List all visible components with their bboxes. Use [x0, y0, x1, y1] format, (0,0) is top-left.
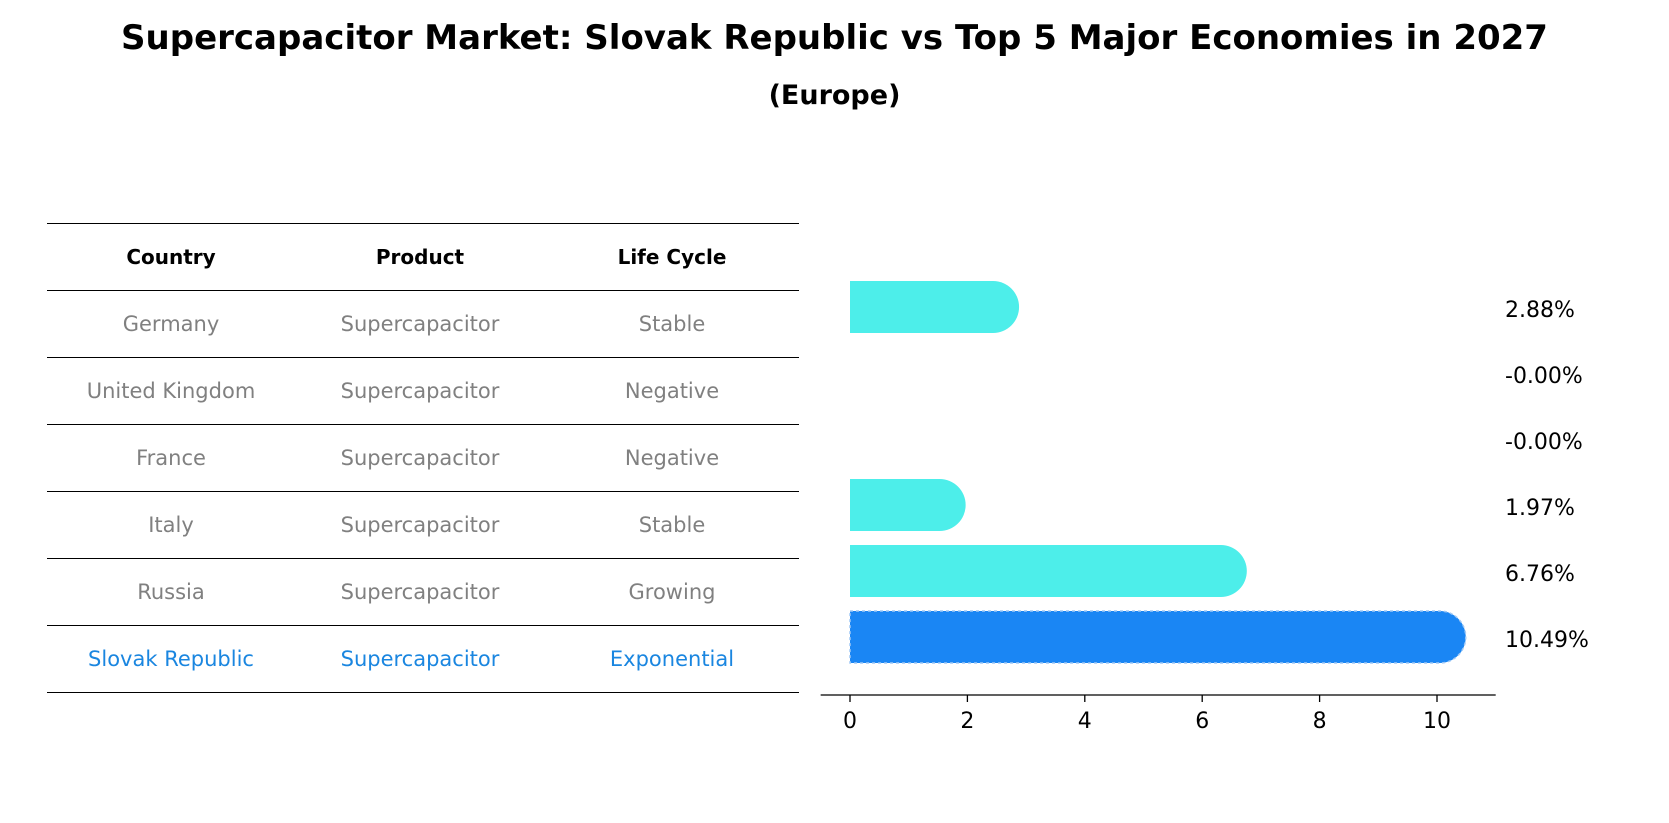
cell-life-cycle: Growing — [628, 580, 716, 604]
cell-product: Supercapacitor — [340, 379, 500, 403]
cell-product: Supercapacitor — [340, 580, 500, 604]
cell-life-cycle: Negative — [624, 446, 720, 470]
value-label-italy: 1.97% — [1505, 496, 1575, 521]
table-row-united-kingdom: United Kingdom Supercapacitor Negative — [47, 357, 799, 424]
bar-germany — [850, 281, 1020, 333]
bar-italy — [850, 479, 966, 531]
x-tick-label-4: 4 — [1078, 709, 1092, 734]
cell-country: France — [136, 446, 206, 470]
x-tick-label-6: 6 — [1195, 709, 1209, 734]
header-product: Product — [375, 245, 465, 269]
table-row-italy: Italy Supercapacitor Stable — [47, 491, 799, 558]
cell-product: Supercapacitor — [340, 647, 500, 671]
table-row-france: France Supercapacitor Negative — [47, 424, 799, 491]
cell-life-cycle: Negative — [624, 379, 720, 403]
comparison-table: Country Product Life Cycle Germany Super… — [47, 223, 799, 693]
table-row-russia: Russia Supercapacitor Growing — [47, 558, 799, 625]
header-life-cycle: Life Cycle — [617, 245, 727, 269]
cell-life-cycle: Stable — [638, 312, 706, 336]
x-tick-label-8: 8 — [1313, 709, 1327, 734]
cell-country: Italy — [148, 513, 194, 537]
table-row-germany: Germany Supercapacitor Stable — [47, 290, 799, 357]
value-label-united-kingdom: -0.00% — [1505, 364, 1583, 389]
cell-country: Germany — [122, 312, 220, 336]
cell-life-cycle: Stable — [638, 513, 706, 537]
chart-title: Supercapacitor Market: Slovak Republic v… — [121, 18, 1548, 58]
cell-product: Supercapacitor — [340, 513, 500, 537]
x-tick-label-10: 10 — [1423, 709, 1451, 734]
cell-product: Supercapacitor — [340, 446, 500, 470]
cell-country: United Kingdom — [86, 379, 256, 403]
value-label-slovak-republic: 10.49% — [1505, 628, 1589, 653]
value-label-germany: 2.88% — [1505, 298, 1575, 323]
value-label-russia: 6.76% — [1505, 562, 1575, 587]
header-country: Country — [126, 245, 216, 269]
bar-russia — [850, 545, 1247, 597]
bar-slovak-republic — [849, 610, 1467, 664]
x-tick-label-0: 0 — [843, 709, 857, 734]
table-row-slovak-republic: Slovak Republic Supercapacitor Exponenti… — [47, 625, 799, 693]
cell-country: Slovak Republic — [88, 647, 254, 671]
cell-life-cycle: Exponential — [609, 647, 735, 671]
value-label-france: -0.00% — [1505, 430, 1583, 455]
chart-subtitle: (Europe) — [768, 80, 901, 111]
cell-product: Supercapacitor — [340, 312, 500, 336]
x-tick-label-2: 2 — [960, 709, 974, 734]
table-header-row: Country Product Life Cycle — [47, 223, 799, 290]
cell-country: Russia — [137, 580, 205, 604]
